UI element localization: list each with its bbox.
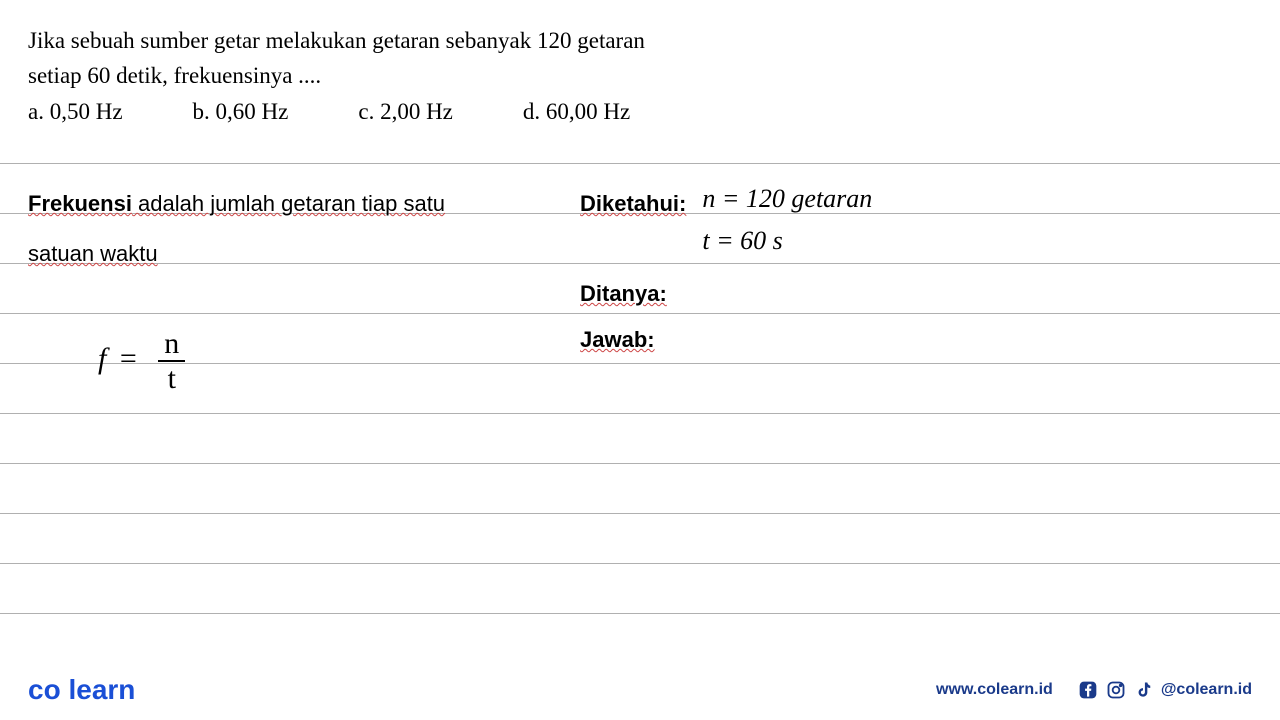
question-area: Jika sebuah sumber getar melakukan getar…: [0, 0, 1280, 137]
facebook-icon: [1077, 679, 1099, 701]
option-a: a. 0,50 Hz: [28, 99, 123, 125]
definition-column: Frekuensi adalah jumlah getaran tiap sat…: [28, 179, 528, 279]
definition-line-1: Frekuensi adalah jumlah getaran tiap sat…: [28, 179, 528, 229]
instagram-icon: [1105, 679, 1127, 701]
notebook-line: [0, 563, 1280, 564]
asked-label: Ditanya:: [580, 281, 667, 306]
formula: f = n t: [98, 327, 185, 395]
answer-label: Jawab:: [580, 327, 655, 352]
known-t: t = 60 s: [702, 219, 872, 263]
definition-rest-2: satuan waktu: [28, 241, 158, 266]
option-d: d. 60,00 Hz: [523, 99, 630, 125]
options-row: a. 0,50 Hz b. 0,60 Hz c. 2,00 Hz d. 60,0…: [28, 99, 1252, 125]
tiktok-icon: [1133, 679, 1155, 701]
logo-part-2: learn: [68, 674, 135, 705]
option-b: b. 0,60 Hz: [193, 99, 289, 125]
formula-fraction: n t: [158, 327, 185, 395]
known-label: Diketahui:: [580, 179, 686, 229]
notebook-area: Frekuensi adalah jumlah getaran tiap sat…: [0, 155, 1280, 660]
notebook-line: [0, 463, 1280, 464]
formula-den: t: [158, 362, 185, 395]
solution-column: Diketahui: n = 120 getaran t = 60 s Dita…: [580, 179, 1230, 361]
social-icons: @colearn.id: [1077, 679, 1252, 701]
asked-row: Ditanya:: [580, 269, 1230, 319]
formula-num: n: [158, 327, 185, 362]
definition-frekuensi: Frekuensi: [28, 191, 132, 216]
notebook-line: [0, 613, 1280, 614]
definition-rest-1: adalah jumlah getaran tiap satu: [132, 191, 445, 216]
notebook-line: [0, 163, 1280, 164]
question-line-1: Jika sebuah sumber getar melakukan getar…: [28, 28, 645, 53]
question-line-2: setiap 60 detik, frekuensinya ....: [28, 63, 321, 88]
definition-line-2: satuan waktu: [28, 229, 528, 279]
footer-handle: @colearn.id: [1161, 681, 1252, 699]
known-row: Diketahui: n = 120 getaran t = 60 s: [580, 179, 1230, 263]
formula-lhs: f: [98, 342, 106, 375]
logo-part-1: co: [28, 674, 61, 705]
formula-eq: =: [120, 342, 137, 375]
notebook-line: [0, 513, 1280, 514]
answer-row: Jawab:: [580, 319, 1230, 361]
known-n: n = 120 getaran: [702, 179, 872, 219]
footer-url: www.colearn.id: [936, 681, 1053, 699]
notebook-line: [0, 363, 1280, 364]
option-c: c. 2,00 Hz: [358, 99, 453, 125]
footer-right: www.colearn.id @colearn.id: [936, 679, 1252, 701]
logo: co learn: [28, 674, 135, 706]
notebook-line: [0, 413, 1280, 414]
footer: co learn www.colearn.id @colearn.id: [0, 660, 1280, 720]
question-text: Jika sebuah sumber getar melakukan getar…: [28, 24, 1252, 93]
